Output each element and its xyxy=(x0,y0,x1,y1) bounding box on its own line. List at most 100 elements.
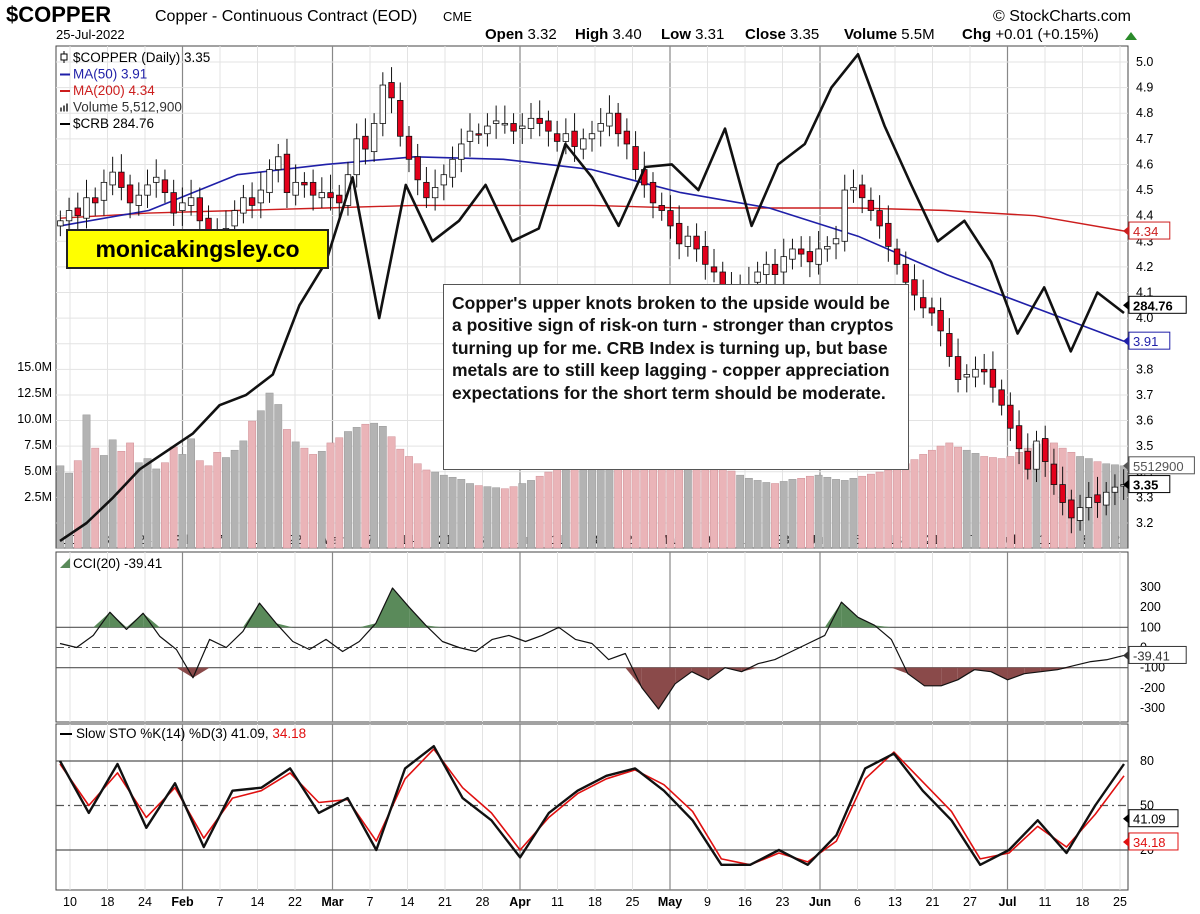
sto-y-tick: 80 xyxy=(1140,754,1154,768)
volume-bar xyxy=(457,479,466,549)
candle-body xyxy=(771,263,779,275)
candle-body xyxy=(397,100,404,137)
candle-body xyxy=(693,235,700,250)
cci-overbought-area xyxy=(276,623,293,628)
candle-body xyxy=(283,153,291,194)
candle-body xyxy=(492,120,500,124)
volume-y-tick: 15.0M xyxy=(17,360,52,374)
candle-body xyxy=(989,368,997,388)
chart-legend-volume: Volume 5,512,900 xyxy=(73,100,182,115)
candle-body xyxy=(867,199,875,211)
candle-body xyxy=(83,197,90,219)
x-tick-bottom: 10 xyxy=(63,895,77,909)
cci-oversold-area xyxy=(625,667,642,688)
volume-bar xyxy=(143,458,152,549)
volume-bar xyxy=(300,447,309,549)
candle-body xyxy=(527,117,535,129)
candle-body xyxy=(710,266,718,273)
sto-d-line xyxy=(59,748,1125,866)
volume-bar xyxy=(73,460,82,549)
candle-body xyxy=(946,333,953,357)
chart-legend-price: $COPPER (Daily) 3.35 xyxy=(73,50,210,65)
x-tick-bottom: 24 xyxy=(138,895,152,909)
candle-body xyxy=(824,245,831,250)
candle-body xyxy=(885,222,892,247)
watermark-logo: monicakingsley.co xyxy=(66,229,329,269)
candle-body xyxy=(466,130,474,142)
candle-body xyxy=(161,179,169,194)
crb-badge-arrow xyxy=(1123,300,1129,311)
sto-k-badge-value: 41.09 xyxy=(1133,812,1166,827)
legend-swatch xyxy=(63,105,65,112)
chart-legend-ma50: MA(50) 3.91 xyxy=(73,67,147,82)
candle-body xyxy=(1103,491,1110,506)
volume-bar xyxy=(448,476,457,549)
candle-body xyxy=(536,117,543,124)
ohlc-close: Close 3.35 xyxy=(745,26,819,43)
price-y-tick: 3.7 xyxy=(1136,388,1153,402)
candle-body xyxy=(458,143,465,160)
cci-overbought-area xyxy=(93,612,110,628)
cci-y-tick: 200 xyxy=(1140,600,1161,614)
volume-bar xyxy=(936,445,945,549)
volume-bar xyxy=(117,450,126,549)
candle-body xyxy=(571,130,578,147)
candle-body xyxy=(196,197,203,222)
candle-body xyxy=(1050,463,1058,485)
candle-body xyxy=(292,181,299,196)
volume-bar xyxy=(1006,456,1015,549)
volume-bar xyxy=(431,471,440,549)
volume-bar xyxy=(518,483,527,549)
candle-body xyxy=(893,248,901,265)
candle-body xyxy=(318,192,326,199)
x-tick-bottom: 18 xyxy=(588,895,602,909)
x-tick-bottom: 11 xyxy=(551,895,564,909)
candle-body xyxy=(588,133,596,140)
candle-body xyxy=(684,235,692,247)
x-tick-bottom: 22 xyxy=(288,895,302,909)
cci-oversold-area xyxy=(641,667,659,710)
candle-body xyxy=(327,192,334,199)
volume-bar xyxy=(945,442,954,549)
price-y-tick: 4.6 xyxy=(1136,157,1153,171)
volume-bar xyxy=(701,458,710,549)
volume-bar xyxy=(283,429,291,549)
x-tick-bottom: Mar xyxy=(321,895,343,909)
chart-legend-crb: $CRB 284.76 xyxy=(73,116,154,131)
volume-bar xyxy=(753,480,762,549)
ohlc-chg: Chg +0.01 (+0.15%) xyxy=(962,26,1099,43)
candle-body xyxy=(501,123,509,126)
volume-bar xyxy=(980,456,989,549)
candle-body xyxy=(902,263,909,283)
x-tick-bottom: 27 xyxy=(963,895,977,909)
x-tick-bottom: 18 xyxy=(1076,895,1090,909)
candle-body xyxy=(1094,494,1101,503)
legend-swatch xyxy=(60,107,62,112)
price-y-tick: 4.4 xyxy=(1136,209,1153,223)
candle-body xyxy=(301,181,308,186)
volume-bar xyxy=(779,481,788,549)
panel-frame-3 xyxy=(55,723,1129,891)
candle-body xyxy=(623,130,631,145)
candle-body xyxy=(388,82,395,99)
volume-bar xyxy=(1050,442,1058,549)
ma50-line xyxy=(59,156,1125,342)
volume-bar xyxy=(474,485,483,549)
candle-body xyxy=(841,189,848,242)
cci-oversold-area xyxy=(1007,667,1025,680)
volume-bar xyxy=(954,446,962,549)
volume-bar xyxy=(884,469,893,549)
candle-body xyxy=(309,181,317,196)
price-y-tick: 3.8 xyxy=(1136,362,1153,376)
cci-oversold-area xyxy=(924,667,942,686)
volume-bar xyxy=(849,478,858,549)
x-tick-bottom: 23 xyxy=(776,895,790,909)
candle-body xyxy=(553,133,561,142)
volume-bar xyxy=(405,456,413,549)
volume-bar xyxy=(832,479,840,549)
x-tick-bottom: Jun xyxy=(809,895,831,909)
change-up-icon xyxy=(1125,32,1137,40)
cci-overbought-area xyxy=(841,602,858,628)
x-tick-bottom: 25 xyxy=(1113,895,1127,909)
volume-bar xyxy=(544,471,553,549)
